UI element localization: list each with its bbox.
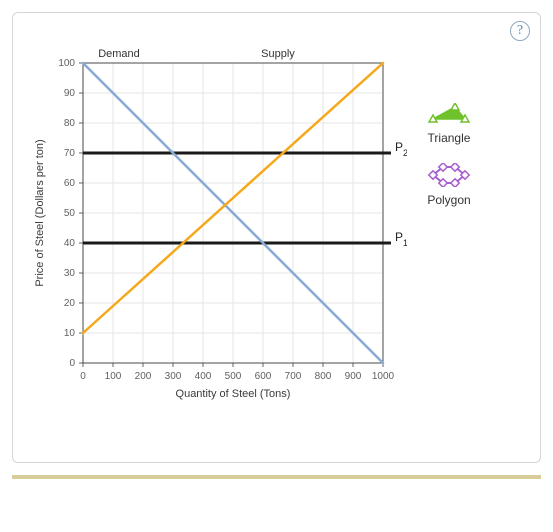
svg-text:Quantity of Steel (Tons): Quantity of Steel (Tons): [176, 388, 291, 400]
svg-text:1000: 1000: [372, 371, 395, 382]
svg-text:100: 100: [58, 58, 75, 69]
svg-text:50: 50: [64, 208, 76, 219]
triangle-icon: [425, 103, 473, 125]
svg-text:200: 200: [135, 371, 152, 382]
svg-text:600: 600: [255, 371, 272, 382]
svg-text:P1: P1: [395, 230, 407, 248]
svg-text:60: 60: [64, 178, 76, 189]
legend: Triangle Polygon: [425, 103, 473, 221]
legend-triangle-label: Triangle: [428, 131, 471, 145]
svg-text:20: 20: [64, 298, 76, 309]
svg-text:500: 500: [225, 371, 242, 382]
svg-text:700: 700: [285, 371, 302, 382]
chart-card: ? 0 100 200 300 400 500 600 700 800 900 1000 0 10 20 3…: [12, 12, 541, 463]
svg-text:400: 400: [195, 371, 212, 382]
legend-polygon-tool[interactable]: Polygon: [425, 163, 473, 207]
svg-text:100: 100: [105, 371, 122, 382]
svg-text:40: 40: [64, 238, 76, 249]
svg-text:P2: P2: [395, 140, 407, 158]
svg-text:90: 90: [64, 88, 76, 99]
svg-text:80: 80: [64, 118, 76, 129]
legend-triangle-tool[interactable]: Triangle: [425, 103, 473, 145]
svg-text:0: 0: [69, 358, 75, 369]
supply-demand-chart: 0 100 200 300 400 500 600 700 800 900 1000 0 10 20 30 4…: [27, 45, 407, 440]
svg-text:0: 0: [80, 371, 86, 382]
chart-svg: 0 100 200 300 400 500 600 700 800 900 1000 0 10 20 30 4…: [27, 45, 407, 435]
svg-text:10: 10: [64, 328, 76, 339]
content-row: 0 100 200 300 400 500 600 700 800 900 1000 0 10 20 30 4…: [27, 45, 526, 440]
polygon-icon: [425, 163, 473, 187]
svg-text:Demand: Demand: [98, 48, 140, 60]
svg-text:Price of Steel (Dollars per to: Price of Steel (Dollars per ton): [34, 139, 46, 286]
divider-bar: [12, 475, 541, 479]
legend-polygon-label: Polygon: [427, 193, 470, 207]
svg-text:Supply: Supply: [261, 48, 295, 60]
help-icon[interactable]: ?: [510, 21, 530, 41]
svg-text:300: 300: [165, 371, 182, 382]
svg-text:800: 800: [315, 371, 332, 382]
svg-text:900: 900: [345, 371, 362, 382]
svg-text:70: 70: [64, 148, 76, 159]
svg-text:30: 30: [64, 268, 76, 279]
